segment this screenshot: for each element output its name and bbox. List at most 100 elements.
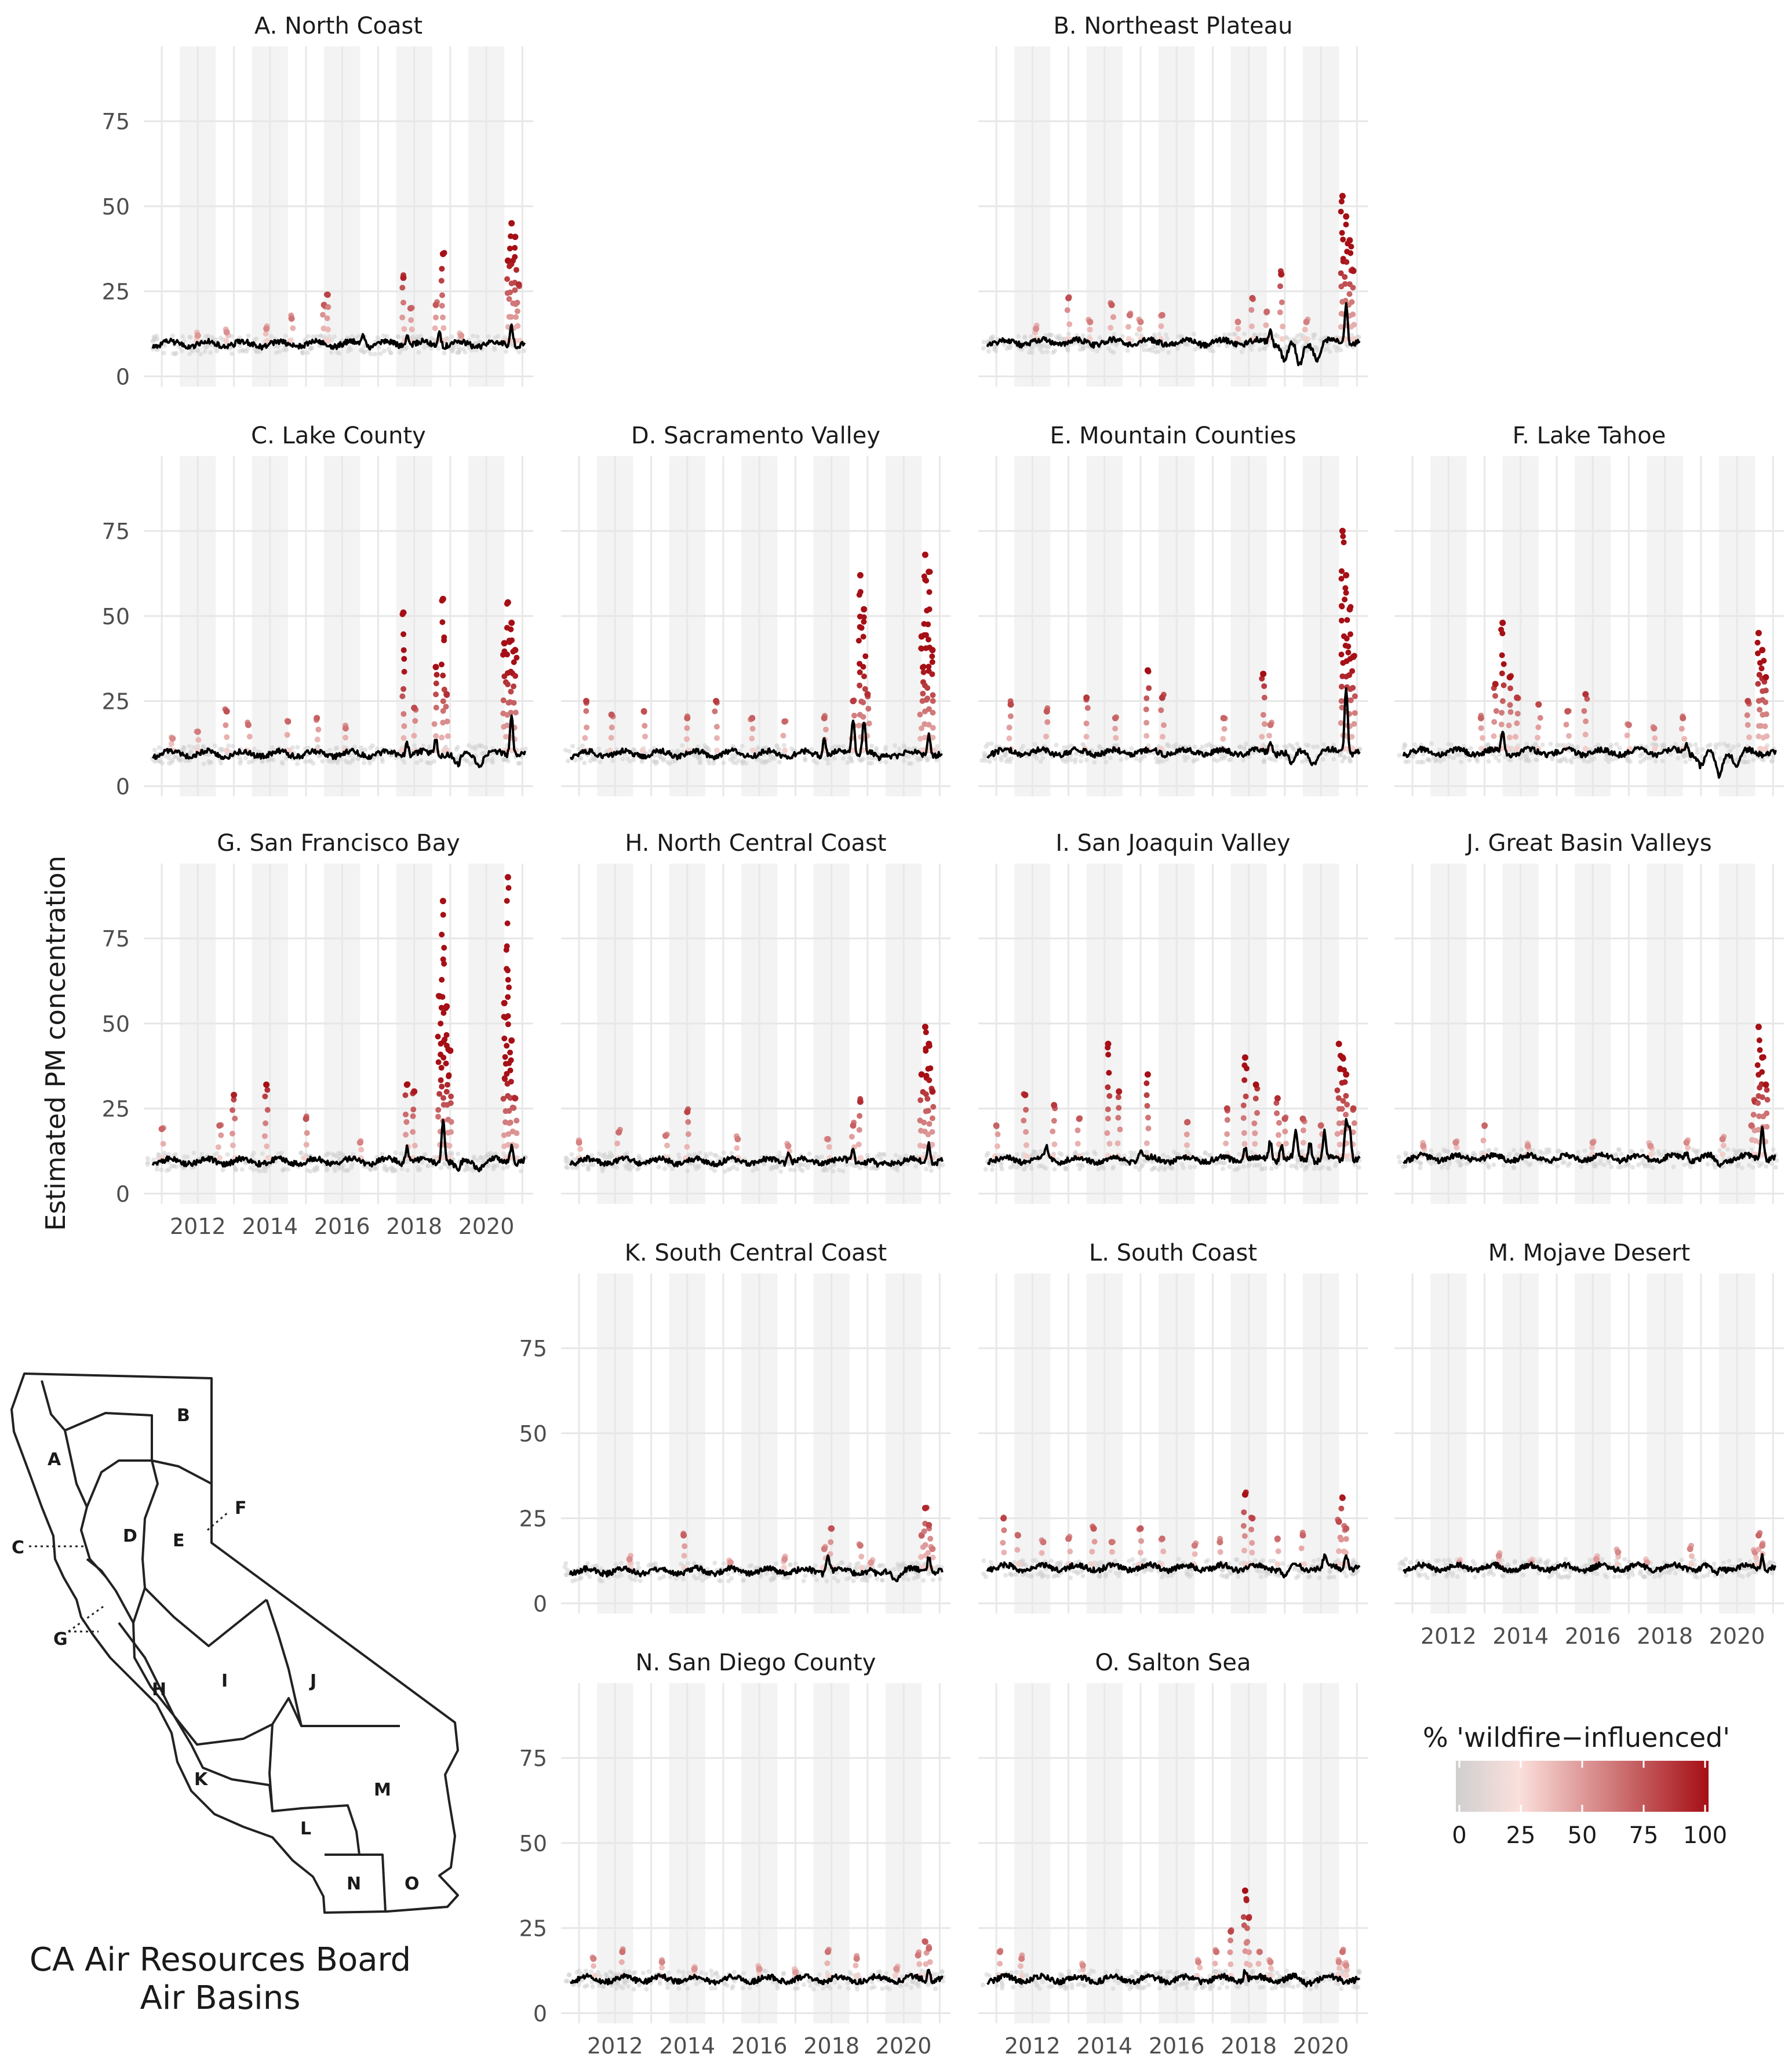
daily-point xyxy=(598,759,603,764)
daily-point xyxy=(1269,1166,1274,1171)
daily-point xyxy=(1472,1562,1477,1567)
daily-point xyxy=(635,1167,640,1172)
wildfire-point xyxy=(1106,1070,1112,1076)
daily-point xyxy=(589,1153,595,1158)
daily-point xyxy=(323,1153,329,1158)
wildfire-point xyxy=(505,1013,511,1019)
wildfire-point xyxy=(1261,694,1267,701)
daily-point xyxy=(796,1163,801,1168)
wildfire-point xyxy=(1014,1547,1021,1553)
wildfire-point xyxy=(684,736,690,742)
daily-point xyxy=(1749,1147,1754,1152)
daily-point xyxy=(425,1163,431,1168)
daily-point xyxy=(1650,1165,1655,1170)
daily-point xyxy=(706,748,712,753)
wildfire-point xyxy=(927,1535,934,1542)
daily-point xyxy=(1459,759,1464,764)
wildfire-point xyxy=(923,577,930,584)
daily-point xyxy=(563,1561,569,1566)
wildfire-peak-point xyxy=(1339,192,1346,199)
wildfire-point xyxy=(1280,323,1286,330)
daily-point xyxy=(1437,1152,1442,1157)
daily-point xyxy=(781,1575,786,1581)
daily-point xyxy=(450,334,454,340)
daily-point xyxy=(1292,747,1296,752)
daily-point xyxy=(1010,1164,1015,1169)
wildfire-point xyxy=(921,1528,927,1535)
wildfire-point xyxy=(1566,733,1572,739)
daily-point xyxy=(1445,1149,1451,1154)
daily-point xyxy=(1303,1167,1307,1172)
daily-point xyxy=(462,1168,468,1173)
daily-point xyxy=(721,1561,726,1566)
daily-point xyxy=(1527,1163,1532,1168)
daily-point xyxy=(1768,1560,1773,1565)
wildfire-point xyxy=(926,636,931,643)
wildfire-point xyxy=(1762,687,1769,694)
wildfire-point xyxy=(508,668,514,675)
wildfire-point xyxy=(400,735,407,741)
daily-point xyxy=(731,760,736,765)
wildfire-point xyxy=(1252,1141,1258,1147)
daily-point xyxy=(1673,1571,1678,1576)
daily-point xyxy=(159,1167,164,1172)
daily-point xyxy=(639,759,644,764)
daily-point xyxy=(631,757,636,762)
wildfire-point xyxy=(1351,1120,1357,1126)
daily-point xyxy=(355,756,360,761)
daily-point xyxy=(1662,1149,1667,1154)
wildfire-point xyxy=(1480,735,1486,741)
daily-point xyxy=(869,760,874,766)
wildfire-point xyxy=(1746,734,1753,741)
daily-point xyxy=(905,1161,910,1167)
daily-point xyxy=(488,1150,493,1156)
daily-point xyxy=(1006,757,1011,762)
wildfire-point xyxy=(1340,533,1346,540)
wildfire-point xyxy=(403,1119,410,1125)
daily-point xyxy=(1514,1152,1519,1157)
daily-point xyxy=(1487,1148,1492,1153)
wildfire-point xyxy=(264,1087,271,1093)
daily-point xyxy=(772,756,777,761)
wildfire-point xyxy=(504,1043,510,1049)
wildfire-point xyxy=(1342,297,1349,304)
wildfire-point xyxy=(861,614,867,620)
daily-point xyxy=(1617,1574,1622,1579)
daily-point xyxy=(1693,1149,1698,1154)
wildfire-point xyxy=(1339,704,1345,711)
wildfire-peak-point xyxy=(926,1040,933,1047)
wildfire-point xyxy=(505,967,511,974)
wildfire-points xyxy=(582,551,937,753)
daily-point xyxy=(874,746,879,751)
wildfire-point xyxy=(505,681,511,687)
daily-point xyxy=(1304,349,1309,354)
wildfire-point xyxy=(411,733,417,739)
x-tick-label: 2012 xyxy=(1421,1623,1477,1649)
daily-point xyxy=(1731,744,1736,749)
daily-point xyxy=(1397,1159,1403,1164)
wildfire-point xyxy=(1006,735,1012,741)
wildfire-point xyxy=(1498,722,1505,727)
wildfire-peak-point xyxy=(1137,319,1144,325)
daily-point xyxy=(726,1571,731,1576)
wildfire-point xyxy=(511,659,517,665)
wildfire-point xyxy=(1184,1142,1190,1148)
wildfire-point xyxy=(401,723,407,729)
wildfire-peak-point xyxy=(861,606,868,613)
wildfire-point xyxy=(439,977,445,983)
wildfire-point xyxy=(1143,1080,1150,1086)
wildfire-point xyxy=(1507,709,1514,715)
wildfire-point xyxy=(929,1115,935,1121)
wildfire-point xyxy=(1757,707,1763,713)
wildfire-point xyxy=(504,898,510,904)
wildfire-point xyxy=(439,619,446,625)
wildfire-point xyxy=(858,1553,865,1560)
daily-point xyxy=(744,760,749,766)
wildfire-point xyxy=(1051,1141,1058,1148)
wildfire-point xyxy=(1756,1037,1762,1043)
wildfire-peak-point xyxy=(929,647,936,654)
daily-point xyxy=(1001,342,1007,347)
daily-point xyxy=(901,759,906,764)
wildfire-point xyxy=(1084,705,1091,711)
daily-point xyxy=(320,759,325,764)
